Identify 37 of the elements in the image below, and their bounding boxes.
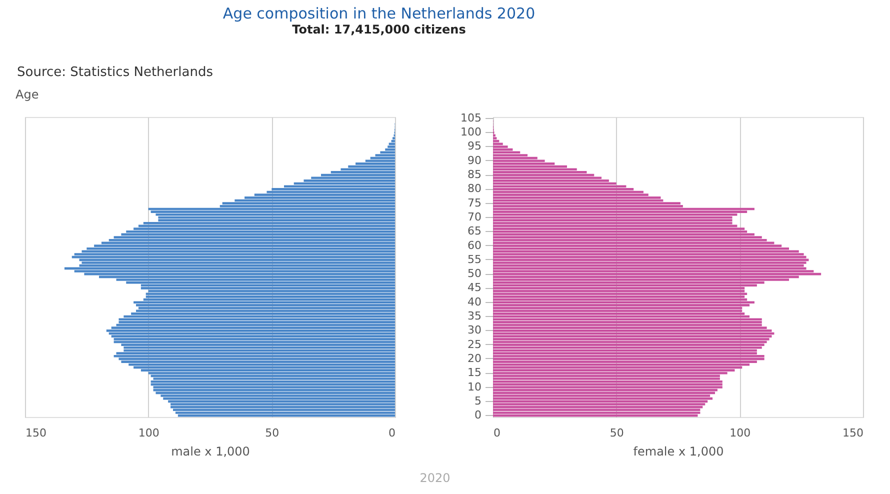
x-tick-label: 50 xyxy=(265,426,280,440)
y-tick-label: 45 xyxy=(468,281,482,294)
x-tick-label: 150 xyxy=(842,426,864,440)
x-tick-label: 0 xyxy=(494,426,500,440)
y-tick-label: 50 xyxy=(468,267,482,280)
y-tick-label: 10 xyxy=(468,380,482,394)
y-tick-label: 80 xyxy=(468,182,482,196)
y-tick-label: 35 xyxy=(468,310,482,323)
y-tick-label: 20 xyxy=(468,352,482,365)
x-axis-title: male x 1,000 xyxy=(171,444,250,458)
chart-title: Age composition in the Netherlands 2020 xyxy=(222,4,536,22)
x-axis-title: female x 1,000 xyxy=(633,444,724,458)
y-tick-label: 5 xyxy=(474,394,482,408)
y-tick-label: 100 xyxy=(460,126,482,139)
y-tick-label: 65 xyxy=(468,224,482,238)
x-tick-label: 50 xyxy=(610,426,624,440)
text: 2020 xyxy=(420,471,450,485)
x-tick-label: 100 xyxy=(138,426,160,440)
y-tick-label: 105 xyxy=(460,111,482,124)
chart-subtitle: Total: 17,415,000 citizens xyxy=(292,22,466,36)
y-tick-label: 55 xyxy=(468,252,482,266)
y-tick-label: 85 xyxy=(468,168,482,182)
x-tick-label: 0 xyxy=(388,426,396,440)
y-tick-label: 90 xyxy=(468,154,482,167)
x-tick-label: 100 xyxy=(730,426,751,440)
y-tick-label: 70 xyxy=(468,210,482,224)
y-axis-title: Age xyxy=(16,88,39,102)
y-tick-label: 95 xyxy=(468,140,482,153)
y-tick-label: 25 xyxy=(468,338,482,351)
y-tick-label: 15 xyxy=(468,366,482,380)
y-tick-label: 0 xyxy=(474,408,482,422)
y-tick-label: 40 xyxy=(468,295,482,308)
x-tick-label: 150 xyxy=(26,426,46,440)
y-tick-label: 30 xyxy=(468,324,482,337)
source-note: Source: Statistics Netherlands xyxy=(17,65,214,80)
y-tick-label: 75 xyxy=(468,196,482,210)
y-tick-label: 60 xyxy=(468,238,482,252)
